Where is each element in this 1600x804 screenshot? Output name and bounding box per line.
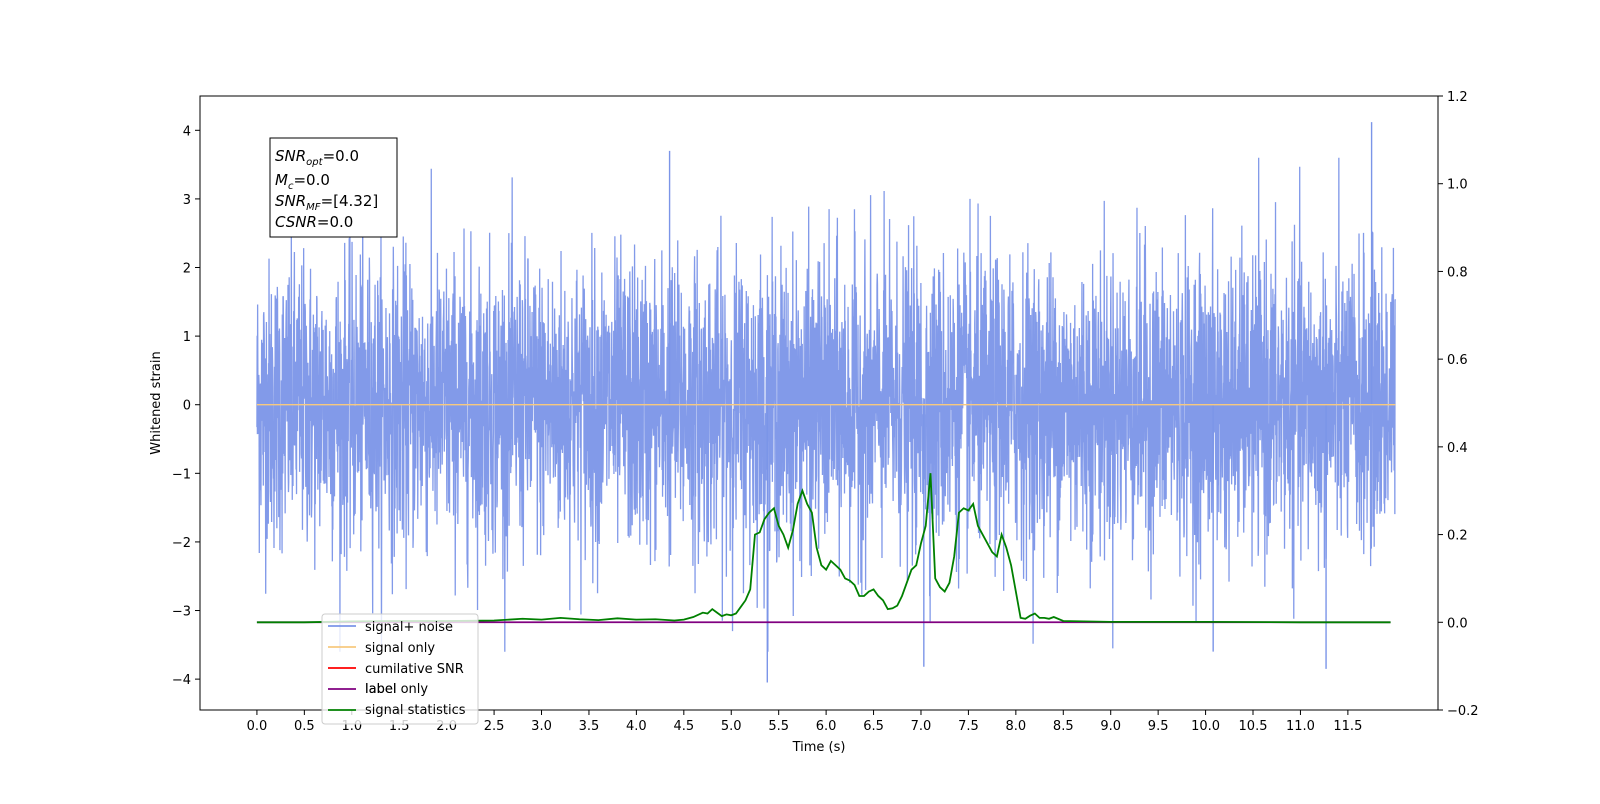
info-csnr: CSNR=0.0 xyxy=(275,213,353,231)
y-axis-left-label: Whitened strain xyxy=(149,351,164,454)
legend-frame xyxy=(321,613,479,725)
x-tick-label: 0.5 xyxy=(294,719,315,734)
y-left-tick-label: 3 xyxy=(183,193,191,208)
legend-item-signal-statistics: signal statistics xyxy=(328,703,466,718)
y-axis-right: 1.2 1.0 0.8 0.6 0.4 0.2 0.0 −0.2 xyxy=(1438,90,1479,719)
y-right-tick-label: −0.2 xyxy=(1447,704,1479,719)
x-tick-label: 4.5 xyxy=(673,719,694,734)
x-tick-label: 11.5 xyxy=(1333,719,1362,734)
x-tick-label: 9.5 xyxy=(1148,719,1169,734)
x-tick-label: 9.0 xyxy=(1100,719,1121,734)
info-box: SNRopt=0.0 Mc=0.0 SNRMF=[4.32] CSNR=0.0 xyxy=(269,137,398,238)
y-right-tick-label: 0.2 xyxy=(1447,529,1468,544)
signal-noise-line xyxy=(256,157,1396,652)
x-tick-label: 8.0 xyxy=(1006,719,1027,734)
y-right-tick-label: 0.4 xyxy=(1447,441,1468,456)
y-axis-left: 4 3 2 1 0 −1 −2 −3 −4 xyxy=(172,124,200,688)
x-axis-label: Time (s) xyxy=(792,740,846,755)
legend-item-signal-only: signal only xyxy=(328,641,435,656)
legend-label-cumilative-snr: cumilative SNR xyxy=(365,662,464,677)
plot-frame xyxy=(199,95,1439,711)
x-tick-label: 3.0 xyxy=(531,719,552,734)
x-tick-label: 3.5 xyxy=(579,719,600,734)
signal-statistics-line xyxy=(256,473,1391,624)
info-box-frame xyxy=(269,137,398,238)
legend-item-cumilative-snr: cumilative SNR xyxy=(328,662,464,677)
legend: signal+ noise signal only cumilative SNR… xyxy=(321,613,479,725)
x-tick-label: 7.0 xyxy=(911,719,932,734)
y-left-tick-label: −4 xyxy=(172,673,191,688)
signal-noise-series xyxy=(256,122,1396,683)
legend-label-signal-only: signal only xyxy=(365,641,435,656)
y-left-tick-label: −3 xyxy=(172,605,191,620)
y-left-tick-label: 1 xyxy=(183,330,191,345)
legend-label-label: label xyxy=(365,682,396,697)
x-tick-label: 8.5 xyxy=(1053,719,1074,734)
x-tick-label: 2.5 xyxy=(484,719,505,734)
y-left-tick-label: 2 xyxy=(183,262,191,277)
y-left-tick-label: 0 xyxy=(183,399,191,414)
y-left-tick-label: −1 xyxy=(172,467,191,482)
x-tick-label: 5.0 xyxy=(721,719,742,734)
x-tick-label: 11.0 xyxy=(1286,719,1315,734)
y-right-tick-label: 0.0 xyxy=(1447,616,1468,631)
x-tick-label: 0.0 xyxy=(247,719,268,734)
x-tick-label: 4.0 xyxy=(626,719,647,734)
legend-item-label-only: label only xyxy=(365,682,428,697)
info-mc: Mc=0.0 xyxy=(275,171,330,192)
x-tick-label: 10.5 xyxy=(1239,719,1268,734)
x-axis: 0.0 0.5 1.0 1.5 2.0 2.5 3.0 3.5 4.0 4.5 5.0 5.5 6.0 6… xyxy=(247,710,1362,734)
x-tick-label: 10.0 xyxy=(1191,719,1220,734)
plot-area xyxy=(256,122,1396,683)
y-left-tick-label: −2 xyxy=(172,536,191,551)
info-snr-opt: SNRopt=0.0 xyxy=(275,147,359,168)
y-right-tick-label: 0.8 xyxy=(1447,265,1468,280)
legend-label-signal-noise: signal+ noise xyxy=(365,620,453,635)
legend-item-label: label xyxy=(328,682,396,697)
legend-item-signal-noise: signal+ noise xyxy=(328,620,453,635)
y-right-tick-label: 1.0 xyxy=(1447,178,1468,193)
x-tick-label: 6.5 xyxy=(863,719,884,734)
y-right-tick-label: 1.2 xyxy=(1447,90,1468,105)
y-left-tick-label: 4 xyxy=(183,124,191,139)
x-tick-label: 6.0 xyxy=(816,719,837,734)
info-snr-mf: SNRMF=[4.32] xyxy=(275,192,378,213)
x-tick-label: 5.5 xyxy=(768,719,789,734)
legend-label-label-only: label only xyxy=(365,682,428,697)
legend-label-signal-statistics: signal statistics xyxy=(365,703,466,718)
y-right-tick-label: 0.6 xyxy=(1447,353,1468,368)
x-tick-label: 7.5 xyxy=(958,719,979,734)
signal-statistics-series xyxy=(256,473,1391,624)
